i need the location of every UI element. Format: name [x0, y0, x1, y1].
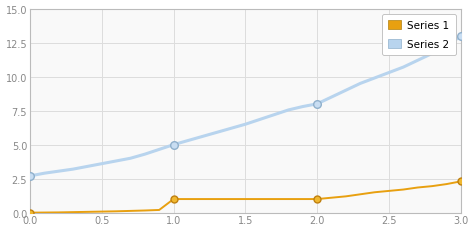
Legend: Series 1, Series 2: Series 1, Series 2 — [382, 15, 456, 56]
